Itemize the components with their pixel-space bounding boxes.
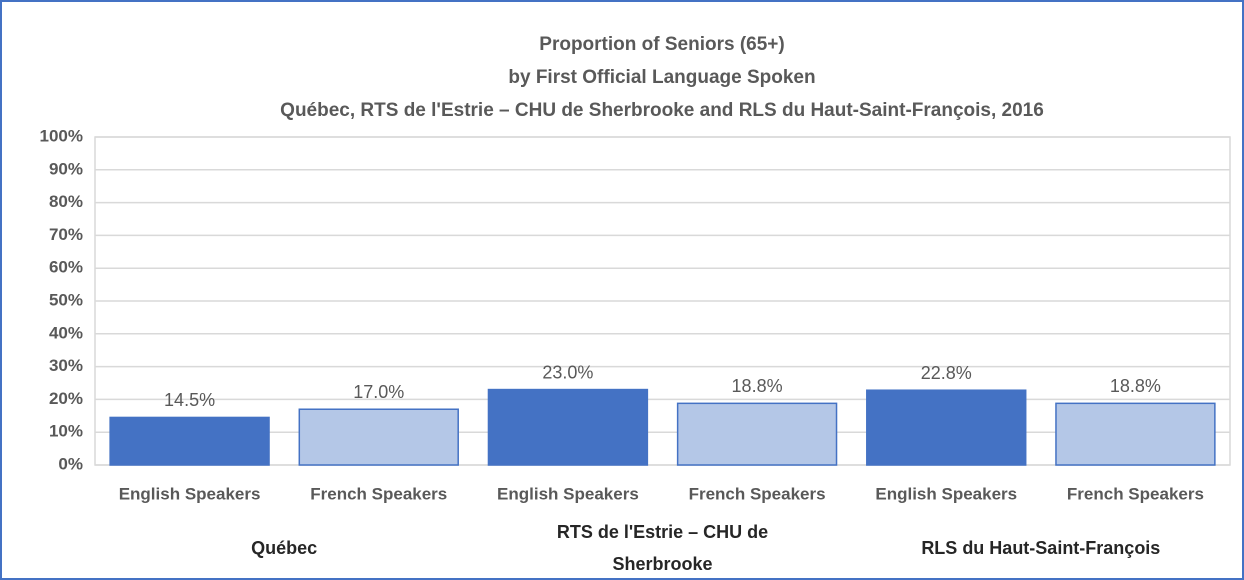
group-label: RTS de l'Estrie – CHU de Sherbrooke — [556, 522, 769, 574]
data-label: 18.8% — [732, 376, 783, 396]
bar — [1055, 402, 1216, 466]
y-tick-label: 30% — [49, 356, 83, 375]
group-label: RLS du Haut-Saint-François — [921, 538, 1161, 558]
x-tick-label: French Speakers — [1067, 484, 1204, 503]
bar — [866, 389, 1027, 466]
y-tick-label: 60% — [49, 258, 83, 277]
x-tick-label: French Speakers — [689, 484, 826, 503]
y-tick-label: 50% — [49, 290, 83, 309]
y-tick-label: 70% — [49, 225, 83, 244]
plot-border — [94, 136, 1231, 466]
y-tick-label: 40% — [49, 323, 83, 342]
y-tick-label: 80% — [49, 192, 83, 211]
y-tick-label: 0% — [58, 454, 83, 473]
bar — [109, 416, 270, 466]
y-tick-label: 20% — [49, 389, 83, 408]
x-tick-label: English Speakers — [875, 484, 1017, 503]
bar — [676, 402, 838, 466]
chart-title: by First Official Language Spoken — [508, 67, 815, 88]
data-label: 22.8% — [921, 363, 972, 383]
x-tick-label: French Speakers — [310, 484, 447, 503]
bar — [298, 408, 459, 466]
data-label: 23.0% — [542, 362, 593, 382]
group-label: Québec — [251, 538, 318, 558]
data-label: 18.8% — [1110, 376, 1161, 396]
bar — [487, 388, 649, 466]
x-tick-label: English Speakers — [497, 484, 639, 503]
x-tick-label: English Speakers — [119, 484, 261, 503]
chart-title: Québec, RTS de l'Estrie – CHU de Sherbro… — [280, 100, 1044, 121]
y-tick-label: 100% — [40, 126, 83, 145]
data-label: 17.0% — [353, 382, 404, 402]
y-tick-label: 10% — [49, 422, 83, 441]
data-label: 14.5% — [164, 390, 215, 410]
chart-title: Proportion of Seniors (65+) — [539, 34, 784, 55]
y-tick-label: 90% — [49, 159, 83, 178]
